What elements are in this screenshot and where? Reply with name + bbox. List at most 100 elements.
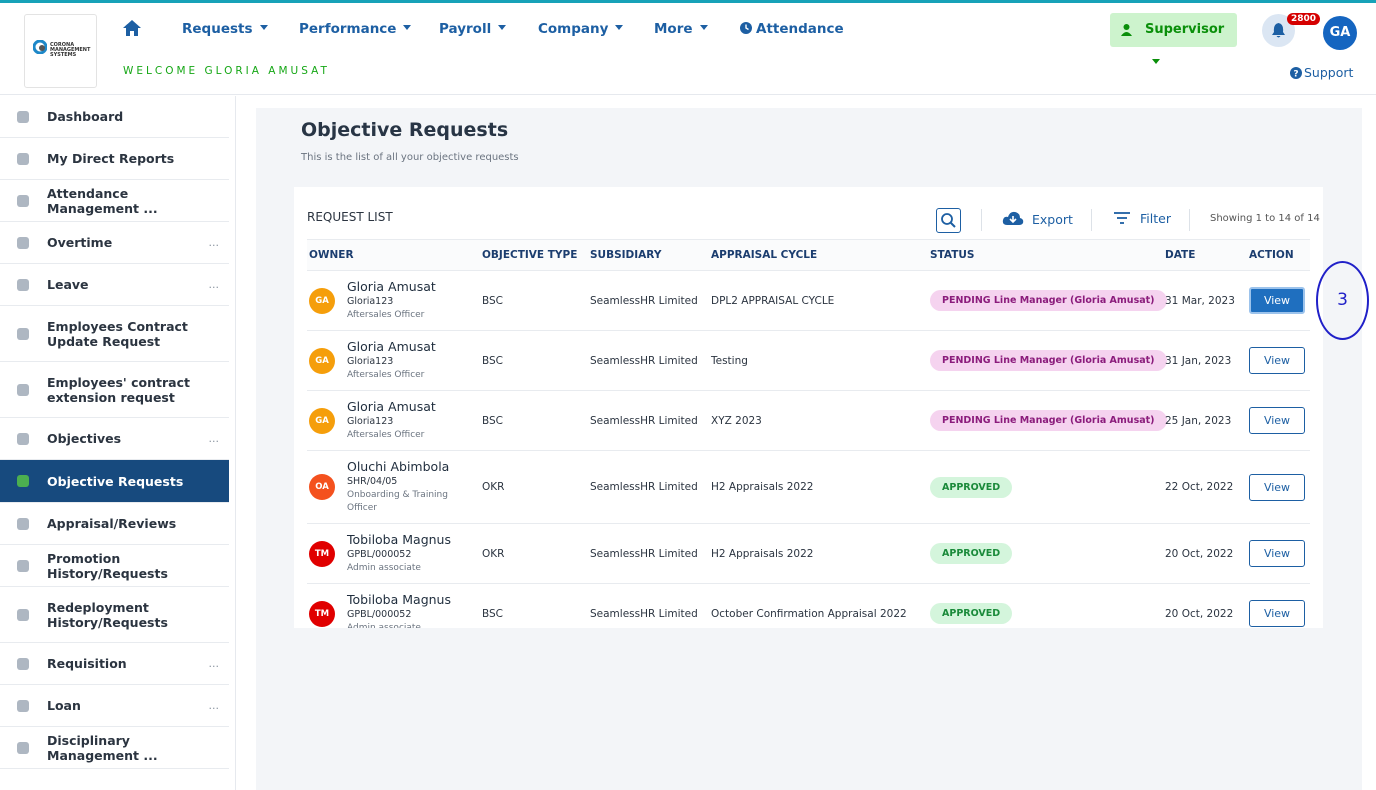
sidebar-item[interactable]: Objective Requests (0, 460, 229, 503)
welcome: WELCOME GLORIA AMUSAT (123, 65, 330, 77)
sidebar-item[interactable]: Attendance Management ... (0, 180, 229, 222)
filter-button[interactable]: Filter (1114, 211, 1171, 226)
owner-id: GPBL/000052 (347, 609, 412, 620)
sidebar-icon (17, 327, 29, 340)
support-label: Support (1304, 65, 1354, 80)
owner-job: Aftersales Officer (347, 370, 425, 380)
status-cell: PENDING Line Manager (Gloria Amusat) (928, 330, 1167, 391)
view-button[interactable]: View (1249, 600, 1305, 627)
role-switch[interactable]: Supervisor (1110, 13, 1237, 64)
appraisal-cycle: October Confirmation Appraisal 2022 (709, 583, 928, 628)
sidebar-item[interactable]: Loan... (0, 685, 229, 727)
logo-line: SYSTEMS (50, 52, 77, 58)
header: CORONA MANAGEMENT SYSTEMS Requests Performa… (0, 3, 1376, 95)
notification-badge: 2800 (1287, 13, 1321, 25)
caret (259, 25, 268, 30)
table-header: OWNER OBJECTIVE TYPE SUBSIDIARY APPRAISAL C… (307, 239, 1310, 271)
home-icon[interactable] (122, 19, 142, 37)
action-cell: View (1247, 270, 1310, 331)
status-pill: APPROVED (930, 476, 1013, 498)
sidebar-icon (17, 517, 29, 530)
sidebar-icon (17, 559, 29, 572)
sidebar-more: ... (208, 657, 220, 670)
view-button[interactable]: View (1249, 407, 1305, 434)
sidebar-label: Promotion History/Requests (47, 550, 168, 581)
view-button[interactable]: View (1249, 540, 1305, 567)
sidebar-icon (17, 383, 29, 396)
search-button[interactable] (936, 208, 961, 233)
date: 20 Oct, 2022 (1163, 583, 1247, 628)
nav-item[interactable]: More (654, 21, 708, 37)
column-header: OBJECTIVE TYPE (480, 239, 588, 271)
nav-item[interactable]: Attendance (740, 21, 844, 37)
sidebar-icon (17, 194, 29, 207)
view-button[interactable]: View (1249, 473, 1305, 501)
sidebar-label: Appraisal/Reviews (47, 516, 177, 531)
view-button[interactable]: View (1249, 347, 1305, 374)
action-cell: View (1247, 523, 1310, 584)
sidebar-label: My Direct Reports (47, 151, 175, 166)
logo[interactable]: CORONA MANAGEMENT SYSTEMS (24, 14, 97, 88)
sidebar-item[interactable]: My Direct Reports (0, 138, 229, 180)
sidebar-more: ... (208, 236, 220, 249)
sidebar-item[interactable]: Leave... (0, 264, 229, 306)
sidebar-item[interactable]: Disciplinary Management ... (0, 727, 229, 769)
subsidiary: SeamlessHR Limited (588, 330, 709, 391)
owner-avatar: TM (309, 600, 335, 627)
export-button[interactable]: Export (1002, 211, 1073, 227)
appraisal-cycle: H2 Appraisals 2022 (709, 450, 928, 524)
sidebar-item[interactable]: Dashboard (0, 96, 229, 138)
nav-item[interactable]: Requests (182, 21, 268, 37)
sidebar-item[interactable]: Promotion History/Requests (0, 545, 229, 587)
owner-id: GPBL/000052 (347, 549, 412, 560)
sidebar-item[interactable]: Requisition... (0, 643, 229, 685)
bell-icon (1272, 23, 1285, 38)
sidebar-icon (17, 432, 29, 445)
nav-label: Performance (299, 21, 397, 37)
caret (615, 25, 624, 30)
owner-cell: GA Gloria Amusat Gloria123 Aftersales Offic… (307, 330, 480, 391)
owner-avatar: GA (309, 347, 335, 374)
objective-type: BSC (480, 583, 588, 628)
page-subtitle: This is the list of all your objective r… (301, 152, 519, 163)
objective-type: OKR (480, 450, 588, 524)
column-header: APPRAISAL CYCLE (709, 239, 928, 271)
subsidiary: SeamlessHR Limited (588, 583, 709, 628)
caret (1152, 59, 1160, 64)
support-link[interactable]: ? Support (1290, 65, 1353, 80)
subsidiary: SeamlessHR Limited (588, 450, 709, 524)
user-icon (1121, 24, 1132, 36)
sidebar-label: Disciplinary Management ... (47, 732, 158, 763)
nav-label: Attendance (756, 21, 844, 37)
owner-cell: TM Tobiloba Magnus GPBL/000052 Admin associ… (307, 523, 480, 584)
nav-item[interactable]: Payroll (439, 21, 507, 37)
owner-avatar: TM (309, 540, 335, 567)
status-cell: APPROVED (928, 450, 1163, 524)
sidebar-item[interactable]: Redeployment History/Requests (0, 587, 229, 643)
filter-icon (1114, 212, 1130, 224)
sidebar-item[interactable]: Employees' contract extension request (0, 362, 229, 418)
appraisal-cycle: Testing (709, 330, 928, 391)
sidebar-item[interactable]: Objectives... (0, 418, 229, 460)
sidebar-item[interactable]: Overtime... (0, 222, 229, 264)
sidebar-item[interactable]: Employees Contract Update Request (0, 306, 229, 362)
separator (1091, 209, 1092, 231)
subsidiary: SeamlessHR Limited (588, 390, 709, 451)
owner-name: Oluchi Abimbola (347, 459, 450, 474)
owner-cell: GA Gloria Amusat Gloria123 Aftersales Offic… (307, 390, 480, 451)
status-pill: PENDING Line Manager (Gloria Amusat) (930, 410, 1167, 431)
caret (699, 25, 708, 30)
table-row: GA Gloria Amusat Gloria123 Aftersales Offic… (307, 390, 1310, 451)
nav-item[interactable]: Performance (299, 21, 412, 37)
status-cell: PENDING Line Manager (Gloria Amusat) (928, 390, 1167, 451)
view-button[interactable]: View (1249, 287, 1305, 314)
owner-id: Gloria123 (347, 296, 394, 307)
nav-item[interactable]: Company (538, 21, 624, 37)
action-cell: View (1247, 583, 1310, 628)
sidebar-more: ... (208, 432, 220, 445)
owner-name: Tobiloba Magnus (347, 592, 451, 607)
user-avatar[interactable]: GA (1323, 16, 1357, 50)
sidebar-item[interactable]: Appraisal/Reviews (0, 503, 229, 545)
search-icon (941, 213, 956, 228)
clock-icon (740, 22, 752, 34)
